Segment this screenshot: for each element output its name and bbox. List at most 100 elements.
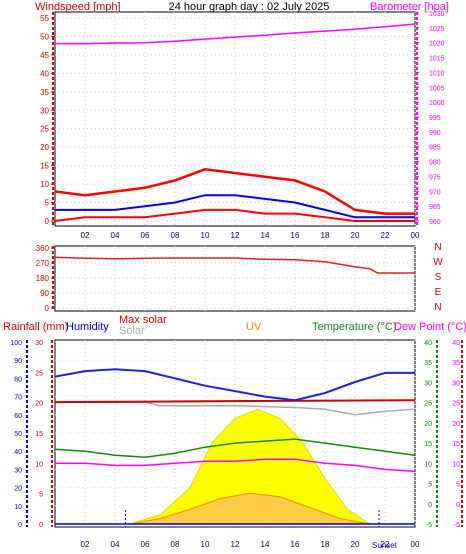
direction-tick-label: 90 xyxy=(40,289,49,298)
humidity-tick-label: 90 xyxy=(14,358,22,365)
wind-tick-label: 30 xyxy=(40,106,49,115)
baro-series-line xyxy=(55,23,416,45)
temp-tick-label: 0 xyxy=(428,502,432,509)
x-tick-label: 16 xyxy=(291,540,300,549)
compass-letter: E xyxy=(435,287,442,298)
windspeed-axis-label: Windspeed [mph] xyxy=(35,1,121,13)
dewpoint-tick-label: 30 xyxy=(452,380,460,387)
x-tick-label: 06 xyxy=(141,231,150,240)
x-tick-label: 12 xyxy=(231,231,240,240)
baro-tick-label: 975 xyxy=(429,174,441,181)
x-tick-label: 04 xyxy=(111,540,120,549)
wind-tick-label: 50 xyxy=(40,32,49,41)
baro-tick-label: 1010 xyxy=(429,70,445,77)
rain-tick-label: 30 xyxy=(35,340,43,347)
dewpoint-tick-label: 15 xyxy=(452,441,460,448)
direction-tick-label: 360 xyxy=(36,244,50,253)
humidity-series-line xyxy=(54,368,415,402)
dewpoint-tick-label: 10 xyxy=(452,461,460,468)
rain-tick-label: 10 xyxy=(35,461,43,468)
temp-tick-label: -5 xyxy=(426,522,432,529)
x-tick-label: 06 xyxy=(141,540,150,549)
dewpoint-tick-label: 35 xyxy=(452,360,460,367)
x-tick-label: 14 xyxy=(261,231,270,240)
wind-series-line xyxy=(54,208,415,222)
barometer-axis-label: Barometer [hpa] xyxy=(370,1,449,13)
wind-tick-label: 55 xyxy=(40,14,49,23)
baro-tick-label: 995 xyxy=(429,115,441,122)
wind-tick-label: 40 xyxy=(40,69,49,78)
dew-series-line xyxy=(55,458,416,473)
maxsolar-label: Max solar xyxy=(119,314,167,326)
dewpoint-axis-label: Dew Point (°C) xyxy=(394,321,466,333)
temp-series-line xyxy=(54,438,416,459)
rain-tick-label: 5 xyxy=(39,492,43,499)
humidity-tick-label: 80 xyxy=(14,376,22,383)
humidity-tick-label: 40 xyxy=(14,449,22,456)
temp-tick-label: 20 xyxy=(424,421,432,428)
x-tick-label: 02 xyxy=(81,231,90,240)
baro-tick-label: 985 xyxy=(429,145,441,152)
dewpoint-tick-label: 0 xyxy=(456,502,460,509)
solar-series-area xyxy=(129,408,372,525)
x-tick-label: 14 xyxy=(261,540,270,549)
dewpoint-tick-label: -5 xyxy=(454,522,460,529)
humidity-tick-label: 70 xyxy=(14,395,22,402)
humidity-axis-label: Humidity xyxy=(66,321,109,333)
rainfall-axis-label: Rainfall (mm) xyxy=(3,321,68,333)
x-tick-label: 22 xyxy=(381,231,390,240)
x-tick-label: 00 xyxy=(411,231,420,240)
x-tick-label: 08 xyxy=(171,540,180,549)
baro-tick-label: 980 xyxy=(429,160,441,167)
baro-tick-label: 1005 xyxy=(429,85,445,92)
baro-tick-label: 1020 xyxy=(429,41,445,48)
x-tick-label: 08 xyxy=(171,231,180,240)
wind-tick-label: 10 xyxy=(40,180,49,189)
baro-tick-label: 1025 xyxy=(429,26,445,33)
solarband-series-line xyxy=(55,401,416,416)
x-tick-label: 20 xyxy=(351,231,360,240)
compass-letter: N xyxy=(434,302,441,313)
temp-tick-label: 30 xyxy=(424,380,432,387)
humidity-tick-label: 30 xyxy=(14,467,22,474)
x-tick-label: 00 xyxy=(411,540,420,549)
humidity-tick-label: 50 xyxy=(14,431,22,438)
uv-series-area xyxy=(129,492,371,525)
compass-letter: W xyxy=(433,257,443,268)
temp-tick-label: 35 xyxy=(424,360,432,367)
humidity-tick-label: 0 xyxy=(18,522,22,529)
humidity-tick-label: 20 xyxy=(14,486,22,493)
wind-tick-label: 25 xyxy=(40,125,49,134)
rain-tick-label: 15 xyxy=(35,431,43,438)
avgwind-series-line xyxy=(55,194,415,219)
x-tick-label: 20 xyxy=(351,540,360,549)
x-tick-label: 16 xyxy=(291,231,300,240)
baro-tick-label: 970 xyxy=(429,189,441,196)
dewpoint-tick-label: 25 xyxy=(452,401,460,408)
temp-tick-label: 5 xyxy=(428,482,432,489)
direction-tick-label: 0 xyxy=(45,304,50,313)
humidity-tick-label: 100 xyxy=(10,340,22,347)
compass-letter: S xyxy=(435,272,442,283)
wind-tick-label: 0 xyxy=(45,217,50,226)
dewpoint-tick-label: 5 xyxy=(456,482,460,489)
x-tick-label: 02 xyxy=(81,540,90,549)
maxsolar-series-line xyxy=(54,399,416,404)
gust-series-line xyxy=(54,168,415,215)
graph-title: 24 hour graph day : 02 July 2025 xyxy=(169,1,330,13)
compass-letter: N xyxy=(434,242,441,253)
temp-tick-label: 10 xyxy=(424,461,432,468)
temp-tick-label: 25 xyxy=(424,401,432,408)
direction-tick-label: 270 xyxy=(36,259,50,268)
x-tick-label: 04 xyxy=(111,231,120,240)
solar-label: Solar xyxy=(119,325,145,337)
temperature-axis-label: Temperature (°C) xyxy=(312,321,396,333)
rain-tick-label: 25 xyxy=(35,370,43,377)
baro-tick-label: 990 xyxy=(429,130,441,137)
x-tick-label: 10 xyxy=(201,231,210,240)
direction-tick-label: 180 xyxy=(36,274,50,283)
x-tick-label: 18 xyxy=(321,540,330,549)
x-tick-label: 22 xyxy=(381,540,390,549)
wind-tick-label: 35 xyxy=(40,88,49,97)
